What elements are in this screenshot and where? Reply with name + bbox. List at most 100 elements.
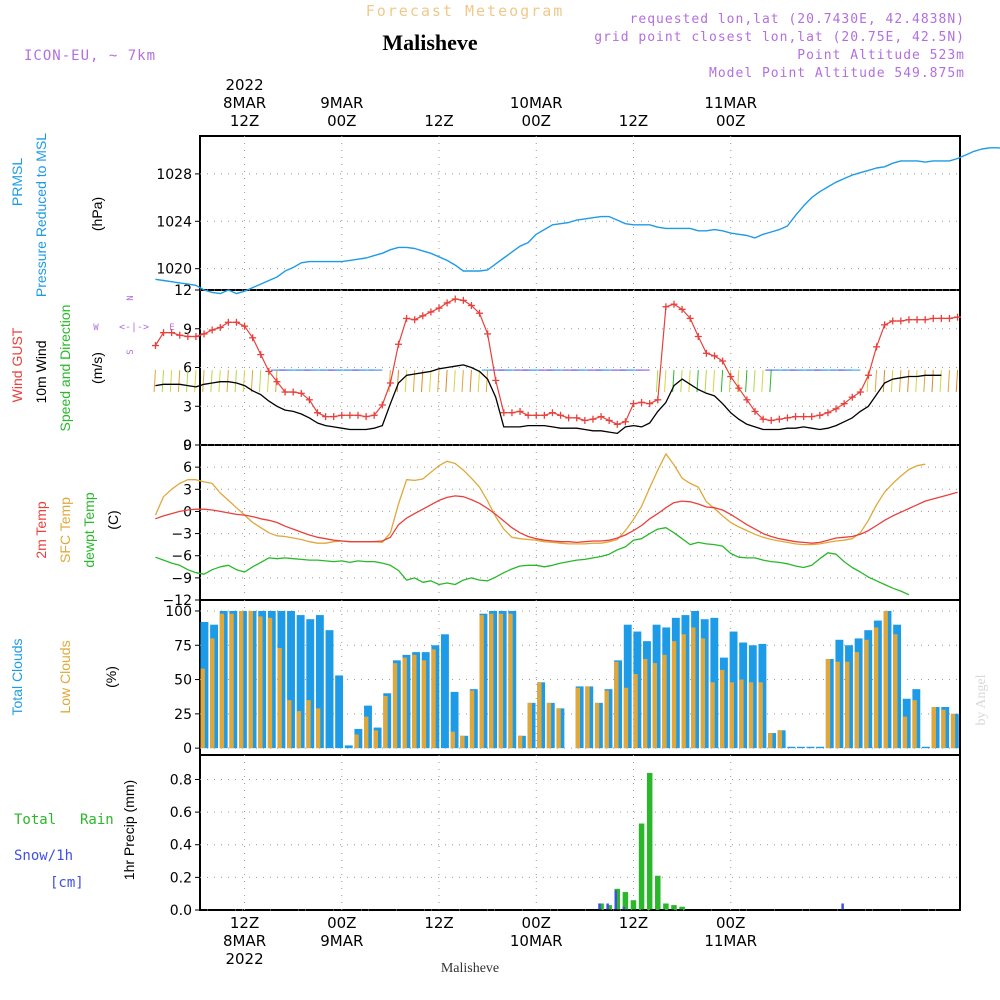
wind-barb bbox=[388, 370, 391, 393]
rain-bar bbox=[630, 900, 637, 910]
cloud-low-bar bbox=[912, 700, 917, 749]
y-tick-label: 12 bbox=[174, 283, 192, 299]
clouds-total-label: Total Clouds bbox=[9, 638, 25, 715]
cloud-total-bar bbox=[315, 615, 324, 749]
cloud-low-bar bbox=[604, 690, 609, 749]
cloud-low-bar bbox=[219, 613, 225, 749]
cloud-low-bar bbox=[229, 613, 234, 749]
cloud-total-bar bbox=[787, 746, 796, 749]
wind-barb bbox=[258, 370, 262, 393]
time-bottom-label: 00Z bbox=[716, 914, 745, 932]
2m-temp-line bbox=[155, 491, 958, 544]
compass-s: S bbox=[126, 349, 136, 354]
y-tick-label: 0.4 bbox=[170, 838, 192, 854]
wind-barb bbox=[153, 370, 156, 393]
cloud-low-bar bbox=[729, 682, 734, 749]
cloud-low-bar bbox=[652, 663, 657, 749]
credit-watermark: by Angel bbox=[974, 674, 989, 725]
snow-bar bbox=[622, 906, 626, 910]
snow-bar bbox=[598, 903, 601, 910]
time-bottom-label: 2022 bbox=[225, 950, 263, 968]
wind-barb bbox=[453, 370, 456, 393]
cloud-low-bar bbox=[373, 730, 379, 749]
cloud-low-bar bbox=[556, 708, 561, 749]
panel-frame-precip bbox=[199, 754, 961, 911]
cloud-low-bar bbox=[392, 663, 398, 749]
time-bottom-label: 00Z bbox=[327, 914, 356, 932]
cloud-low-bar bbox=[748, 682, 754, 749]
time-top-label: 12Z bbox=[230, 112, 259, 130]
time-top-label: 2022 bbox=[225, 76, 263, 94]
wind-barb bbox=[882, 370, 886, 393]
y-tick-label: 0.2 bbox=[170, 870, 192, 886]
pressure-line bbox=[155, 147, 1000, 295]
location-title: Malisheve bbox=[382, 30, 478, 55]
cloud-low-bar bbox=[306, 700, 311, 749]
wind-barb bbox=[194, 370, 197, 393]
cloud-total-bar bbox=[922, 746, 930, 749]
wind-unit: (m/s) bbox=[89, 352, 105, 384]
rain-bar bbox=[622, 892, 629, 910]
time-bottom-label: 12Z bbox=[230, 914, 259, 932]
cloud-total-bar bbox=[335, 675, 344, 749]
cloud-low-bar bbox=[546, 702, 552, 749]
cloud-low-bar bbox=[537, 682, 542, 749]
cloud-low-bar bbox=[594, 702, 600, 749]
cloud-low-bar bbox=[681, 634, 686, 749]
temp-dew-label: dewpt Temp bbox=[81, 492, 97, 567]
cloud-low-bar bbox=[287, 700, 292, 749]
cloud-low-bar bbox=[402, 657, 407, 749]
wind-barb bbox=[899, 370, 902, 393]
precip-axis-label: 1hr Precip (mm) bbox=[121, 780, 137, 880]
wind-barb bbox=[923, 370, 926, 393]
cloud-low-bar bbox=[614, 661, 619, 749]
cloud-low-bar bbox=[643, 658, 648, 749]
chart-layer: 102010241028036912−12−9−6−30369025507510… bbox=[151, 76, 1000, 968]
cloud-low-bar bbox=[941, 709, 946, 749]
wind-barb bbox=[461, 370, 464, 393]
clouds-low-label: Low Clouds bbox=[57, 640, 73, 713]
time-top-label: 11MAR bbox=[704, 94, 757, 112]
cloud-total-bar bbox=[325, 630, 334, 749]
compass-n: N bbox=[126, 295, 136, 300]
time-bottom-label: 12Z bbox=[424, 914, 453, 932]
model-label: ICON-EU, ~ 7km bbox=[24, 48, 156, 64]
y-tick-label: 0.0 bbox=[170, 903, 192, 919]
cloud-low-bar bbox=[825, 658, 831, 749]
wind-barb bbox=[218, 370, 221, 393]
cloud-low-bar bbox=[710, 682, 715, 749]
y-tick-label: 9 bbox=[183, 438, 192, 454]
y-tick-label: 1028 bbox=[156, 167, 192, 183]
cloud-low-bar bbox=[210, 638, 215, 749]
cloud-low-bar bbox=[469, 690, 475, 749]
model-altitude: Model Point Altitude 549.875m bbox=[709, 66, 965, 81]
pressure-unit: (hPa) bbox=[89, 197, 105, 231]
dewpt-temp-line bbox=[155, 527, 910, 596]
footer-location: Malisheve bbox=[441, 961, 499, 976]
rain-bar bbox=[614, 888, 621, 910]
snow-bar bbox=[614, 890, 617, 910]
wind-compass: N S W E <-|-> bbox=[93, 295, 174, 354]
cloud-low-bar bbox=[662, 654, 667, 749]
cloud-low-bar bbox=[902, 716, 908, 749]
wind-barb bbox=[186, 370, 189, 393]
time-top-label: 8MAR bbox=[223, 94, 266, 112]
wind-barb bbox=[939, 370, 942, 393]
y-tick-label: 1024 bbox=[156, 214, 192, 230]
wind-barb bbox=[429, 370, 432, 393]
cloud-low-bar bbox=[277, 648, 282, 749]
grid-point-coords: grid point closest lon,lat (20.75E, 42.5… bbox=[594, 30, 965, 45]
cloud-low-bar bbox=[258, 616, 263, 749]
cloud-low-bar bbox=[575, 687, 581, 749]
wind-barb bbox=[720, 370, 724, 393]
cloud-low-bar bbox=[527, 702, 532, 749]
cloud-low-bar bbox=[517, 735, 523, 749]
cloud-low-bar bbox=[950, 713, 956, 749]
wind-barb bbox=[234, 370, 237, 393]
wind-barb bbox=[761, 370, 764, 393]
compass-e: E bbox=[169, 323, 174, 333]
y-tick-label: 3 bbox=[183, 482, 192, 498]
y-tick-label: 0 bbox=[183, 504, 192, 520]
time-top-label: 00Z bbox=[327, 112, 356, 130]
